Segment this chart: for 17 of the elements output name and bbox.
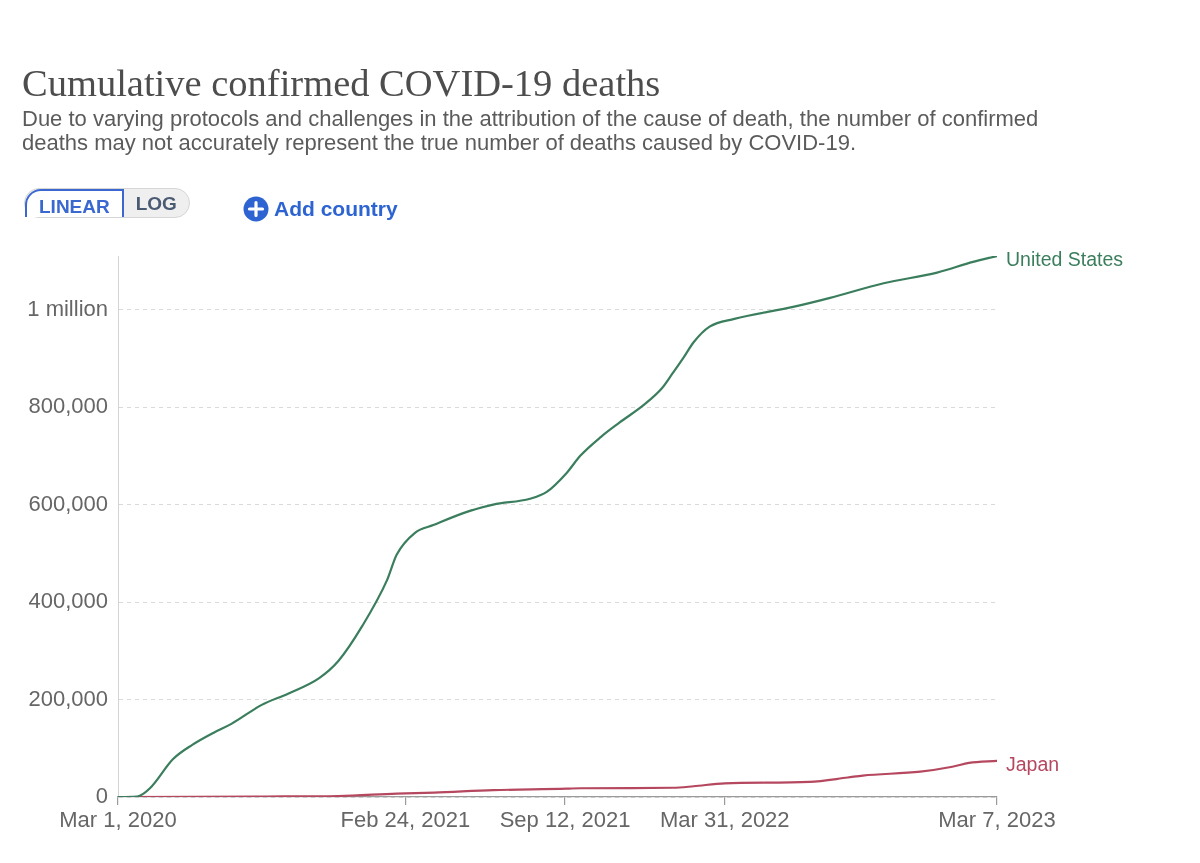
y-tick-label: 0 [95,783,108,809]
x-tick-label: Feb 24, 2021 [340,807,471,833]
chart-title: Cumulative confirmed COVID-19 deaths [22,62,661,104]
chart-subtitle: Due to varying protocols and challenges in the attribution of the cause of death, the number of confirmed deaths may not accurately represent the true number of deaths caused by COVID-19. [22,106,1040,155]
y-tick-label: 600,000 [28,490,108,516]
y-tick-label: 1 million [27,295,108,321]
series-label: Japan [1006,753,1060,776]
x-tick-label: Mar 31, 2022 [659,807,790,833]
y-tick-label: 200,000 [28,685,108,711]
x-tick-label: Sep 12, 2021 [499,807,631,833]
y-tick-label: 400,000 [28,588,108,614]
text: Add country [274,196,398,222]
x-tick-label: Mar 1, 2020 [59,807,177,833]
scale-toggle: LINEAR LOG [24,188,190,218]
x-tick-label: Mar 7, 2023 [938,807,1056,833]
y-tick-label: 800,000 [28,393,108,419]
series-label: United States [1006,248,1124,271]
